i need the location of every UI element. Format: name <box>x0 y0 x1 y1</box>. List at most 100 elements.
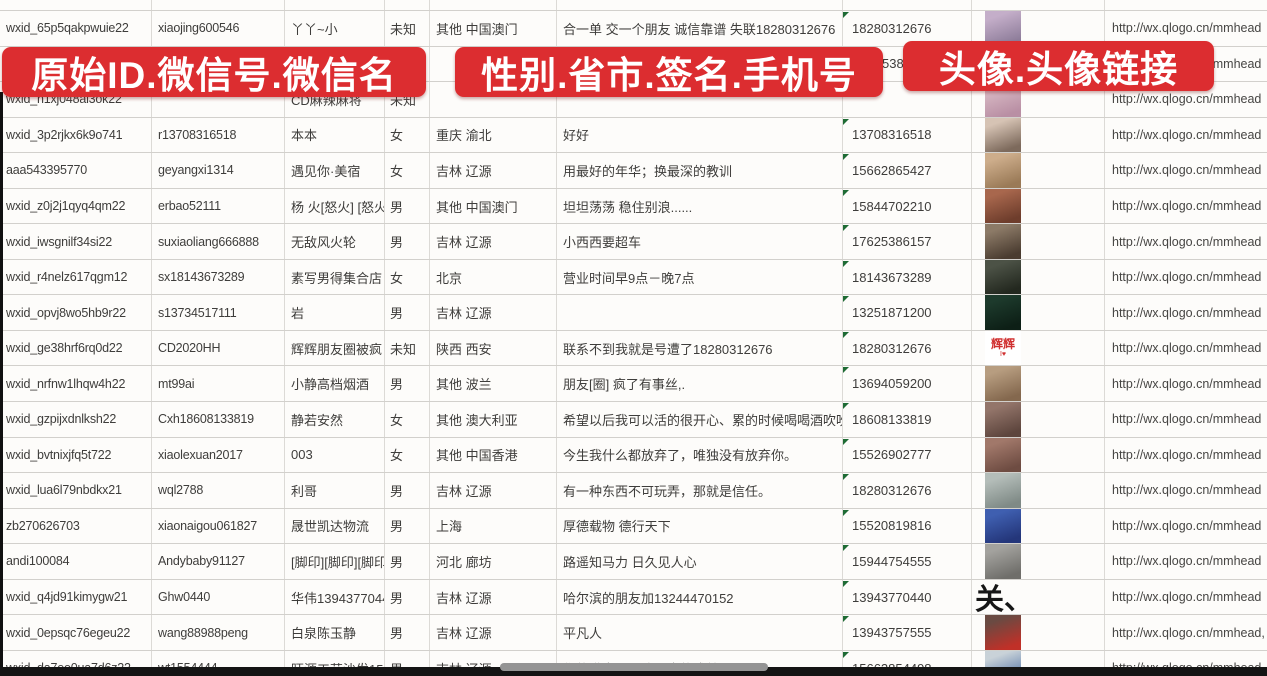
cell-wechat-id[interactable]: erbao52111 <box>152 188 285 224</box>
cell-avatar-link[interactable]: http://wx.qlogo.cn/mmhead <box>1105 118 1267 153</box>
cell-original-id[interactable]: wxid_lua6l79nbdkx21 <box>0 473 152 508</box>
cell-original-id[interactable]: aaa543395770 <box>0 153 152 188</box>
cell-wechat-id[interactable]: mt99ai <box>152 366 285 402</box>
cell-wechat-id[interactable]: r13708316518 <box>152 117 285 153</box>
cell-phone[interactable]: 15520819816 <box>843 508 972 544</box>
cell-original-id[interactable]: wxid_r4nelz617qgm12 <box>0 259 152 295</box>
cell-signature[interactable]: 用最好的年华；换最深的教训 <box>557 153 843 188</box>
cell-signature[interactable]: 营业时间早9点－晚7点 <box>557 259 843 295</box>
cell-avatar[interactable] <box>972 259 1105 295</box>
cell-signature[interactable]: 希望以后我可以活的很开心、累的时候喝喝酒吹吹[ <box>557 402 843 437</box>
cell-original-id[interactable]: zb270626703 <box>0 508 152 544</box>
cell-wechat-name[interactable]: 丫丫~小 <box>285 11 385 46</box>
cell-wechat-id[interactable]: xiaolexuan2017 <box>152 437 285 473</box>
cell-avatar-link[interactable]: http://wx.qlogo.cn/mmhead, <box>1105 615 1267 650</box>
cell-province-city[interactable]: 吉林 辽源 <box>430 579 557 615</box>
cell-wechat-id[interactable]: Andybaby91127 <box>152 544 285 579</box>
cell-avatar[interactable] <box>972 615 1105 650</box>
cell-signature[interactable]: 厚德载物 德行天下 <box>557 508 843 544</box>
cell-avatar[interactable] <box>972 508 1105 544</box>
cell-province-city[interactable] <box>430 82 557 117</box>
cell-province-city[interactable]: 其他 中国香港 <box>430 437 557 473</box>
horizontal-scrollbar-thumb[interactable] <box>500 663 768 671</box>
cell-original-id[interactable]: andi100084 <box>0 544 152 579</box>
cell-gender[interactable] <box>385 46 430 82</box>
cell-phone[interactable]: 18608133819 <box>843 402 972 437</box>
cell-wechat-name[interactable]: [脚印][脚印][脚印][脚印 <box>285 544 385 579</box>
cell-avatar[interactable] <box>972 117 1105 153</box>
cell-gender[interactable]: 女 <box>385 153 430 188</box>
cell-signature[interactable]: 小西西要超车 <box>557 224 843 259</box>
cell-avatar-link[interactable]: http://wx.qlogo.cn/mmhead <box>1105 402 1267 437</box>
cell-wechat-id[interactable]: CD2020HH <box>152 330 285 366</box>
cell-wechat-id[interactable]: s13734517111 <box>152 295 285 330</box>
cell-avatar-link[interactable]: http://wx.qlogo.cn/mmhead <box>1105 473 1267 508</box>
cell-wechat-name[interactable]: 杨 火[怒火] [怒火] <box>285 188 385 224</box>
cell-wechat-name[interactable]: 小静高档烟酒 <box>285 366 385 402</box>
cell-avatar[interactable] <box>972 402 1105 437</box>
cell-signature[interactable] <box>557 82 843 117</box>
cell-avatar-link[interactable]: http://wx.qlogo.cn/mmhead <box>1105 224 1267 259</box>
cell-wechat-name[interactable]: 晟世凯达物流 <box>285 508 385 544</box>
cell-wechat-id[interactable]: wang88988peng <box>152 615 285 650</box>
cell-province-city[interactable]: 其他 中国澳门 <box>430 11 557 46</box>
cell-avatar[interactable] <box>972 295 1105 330</box>
cell-gender[interactable]: 男 <box>385 224 430 259</box>
cell-wechat-name[interactable]: 003 <box>285 437 385 473</box>
cell-phone[interactable]: 18280312676 <box>843 473 972 508</box>
cell-avatar[interactable] <box>972 11 1105 46</box>
cell-wechat-name[interactable]: 华伟13943770440 <box>285 579 385 615</box>
cell-wechat-id[interactable]: sx18143673289 <box>152 259 285 295</box>
cell-province-city[interactable]: 陕西 西安 <box>430 330 557 366</box>
cell-gender[interactable]: 男 <box>385 544 430 579</box>
cell-gender[interactable]: 男 <box>385 615 430 650</box>
cell-original-id[interactable]: wxid_ge38hrf6rq0d22 <box>0 330 152 366</box>
cell-avatar[interactable]: 关、 <box>972 579 1105 615</box>
cell-wechat-name[interactable]: 静若安然 <box>285 402 385 437</box>
cell-avatar-link[interactable]: http://wx.qlogo.cn/mmhead <box>1105 82 1267 117</box>
cell-wechat-name[interactable]: 利哥 <box>285 473 385 508</box>
cell-original-id[interactable]: wxid_bvtnixjfq5t722 <box>0 437 152 473</box>
cell-signature[interactable]: 平凡人 <box>557 615 843 650</box>
cell-signature[interactable]: 今生我什么都放弃了，唯独没有放弃你。 <box>557 437 843 473</box>
cell-wechat-id[interactable]: xiaojing600546 <box>152 11 285 46</box>
cell-phone[interactable]: 15944754555 <box>843 544 972 579</box>
cell-avatar-link[interactable]: http://wx.qlogo.cn/mmhead <box>1105 153 1267 188</box>
cell-original-id[interactable]: wxid_0epsqc76egeu22 <box>0 615 152 650</box>
cell-original-id[interactable]: wxid_gzpijxdnlksh22 <box>0 402 152 437</box>
cell-gender[interactable]: 男 <box>385 473 430 508</box>
cell-phone[interactable]: 18143673289 <box>843 259 972 295</box>
cell-original-id[interactable]: wxid_iwsgnilf34si22 <box>0 224 152 259</box>
cell-avatar[interactable] <box>972 366 1105 402</box>
cell-avatar-link[interactable]: http://wx.qlogo.cn/mmhead <box>1105 260 1267 295</box>
cell-wechat-id[interactable]: geyangxi1314 <box>152 153 285 188</box>
cell-original-id[interactable]: wxid_nrfnw1lhqw4h22 <box>0 366 152 402</box>
cell-avatar[interactable] <box>972 188 1105 224</box>
cell-avatar-link[interactable]: http://wx.qlogo.cn/mmhead <box>1105 366 1267 401</box>
cell-wechat-id[interactable]: Ghw0440 <box>152 579 285 615</box>
cell-wechat-id[interactable]: wql2788 <box>152 473 285 508</box>
cell-province-city[interactable]: 吉林 辽源 <box>430 615 557 650</box>
cell-gender[interactable]: 男 <box>385 508 430 544</box>
cell-province-city[interactable]: 上海 <box>430 508 557 544</box>
cell-phone[interactable]: 13708316518 <box>843 117 972 153</box>
cell-avatar[interactable] <box>972 473 1105 508</box>
cell-phone[interactable]: 15526902777 <box>843 437 972 473</box>
cell-gender[interactable]: 女 <box>385 437 430 473</box>
cell-avatar-link[interactable]: http://wx.qlogo.cn/mmhead <box>1105 544 1267 579</box>
cell-wechat-name[interactable]: 岩 <box>285 295 385 330</box>
cell-signature[interactable]: 合一单 交一个朋友 诚信靠谱 失联18280312676 <box>557 11 843 46</box>
cell-phone[interactable]: 13694059200 <box>843 366 972 402</box>
cell-phone[interactable]: 17625386157 <box>843 224 972 259</box>
cell-wechat-name[interactable]: 无敌风火轮 <box>285 224 385 259</box>
cell-original-id[interactable]: wxid_z0j2j1qyq4qm22 <box>0 188 152 224</box>
cell-province-city[interactable]: 其他 波兰 <box>430 366 557 402</box>
cell-phone[interactable]: 18280312676 <box>843 11 972 46</box>
cell-phone[interactable]: 13251871200 <box>843 295 972 330</box>
cell-gender[interactable]: 女 <box>385 117 430 153</box>
cell-wechat-id[interactable]: Cxh18608133819 <box>152 402 285 437</box>
horizontal-scrollbar-track[interactable] <box>0 667 1267 676</box>
cell-wechat-name[interactable]: 素写男得集合店 <box>285 259 385 295</box>
cell-avatar-link[interactable]: http://wx.qlogo.cn/mmhead <box>1105 295 1267 330</box>
cell-original-id[interactable]: wxid_65p5qakpwuie22 <box>0 11 152 46</box>
